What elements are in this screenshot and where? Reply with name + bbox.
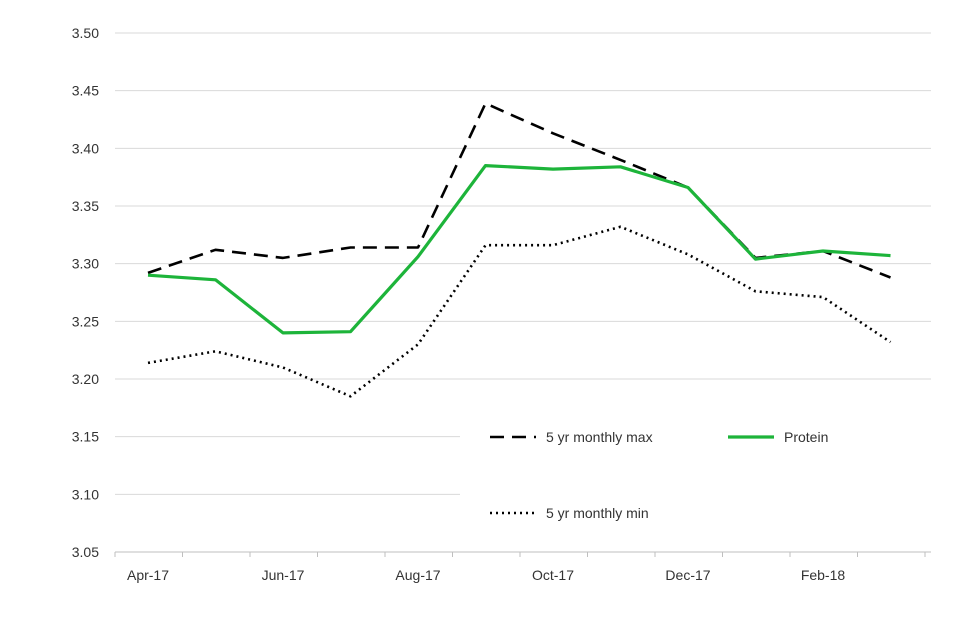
legend-label: 5 yr monthly min — [546, 505, 649, 521]
series-line — [147, 102, 891, 279]
x-tick-label: Jun-17 — [262, 567, 305, 583]
legend-box — [460, 405, 931, 545]
x-tick-label: Apr-17 — [127, 567, 169, 583]
legend-label: Protein — [784, 429, 828, 445]
axes: 3.05 3.10 3.15 3.20 3.25 3.30 3.35 3.40 3.45 3.50… — [72, 25, 931, 583]
y-tick-label: 3.45 — [72, 83, 99, 99]
series-line — [147, 225, 892, 398]
legend-background — [460, 405, 931, 545]
y-tick-label: 3.25 — [72, 313, 99, 329]
legend: 5 yr monthly max Protein 5 yr monthly min — [490, 429, 828, 521]
y-tick-label: 3.20 — [72, 371, 99, 387]
y-tick-label: 3.10 — [72, 486, 99, 502]
y-tick-label: 3.30 — [72, 256, 99, 272]
y-tick-label: 3.15 — [72, 429, 99, 445]
x-tick-label: Feb-18 — [801, 567, 846, 583]
legend-label: 5 yr monthly max — [546, 429, 653, 445]
x-tick-label: Dec-17 — [665, 567, 710, 583]
series-line — [147, 164, 891, 335]
gridlines — [115, 32, 931, 495]
x-tick-label: Aug-17 — [395, 567, 440, 583]
series-lines — [147, 102, 892, 398]
y-tick-label: 3.35 — [72, 198, 99, 214]
y-tick-label: 3.05 — [72, 544, 99, 560]
y-tick-label: 3.50 — [72, 25, 99, 41]
y-tick-label: 3.40 — [72, 140, 99, 156]
x-tick-label: Oct-17 — [532, 567, 574, 583]
